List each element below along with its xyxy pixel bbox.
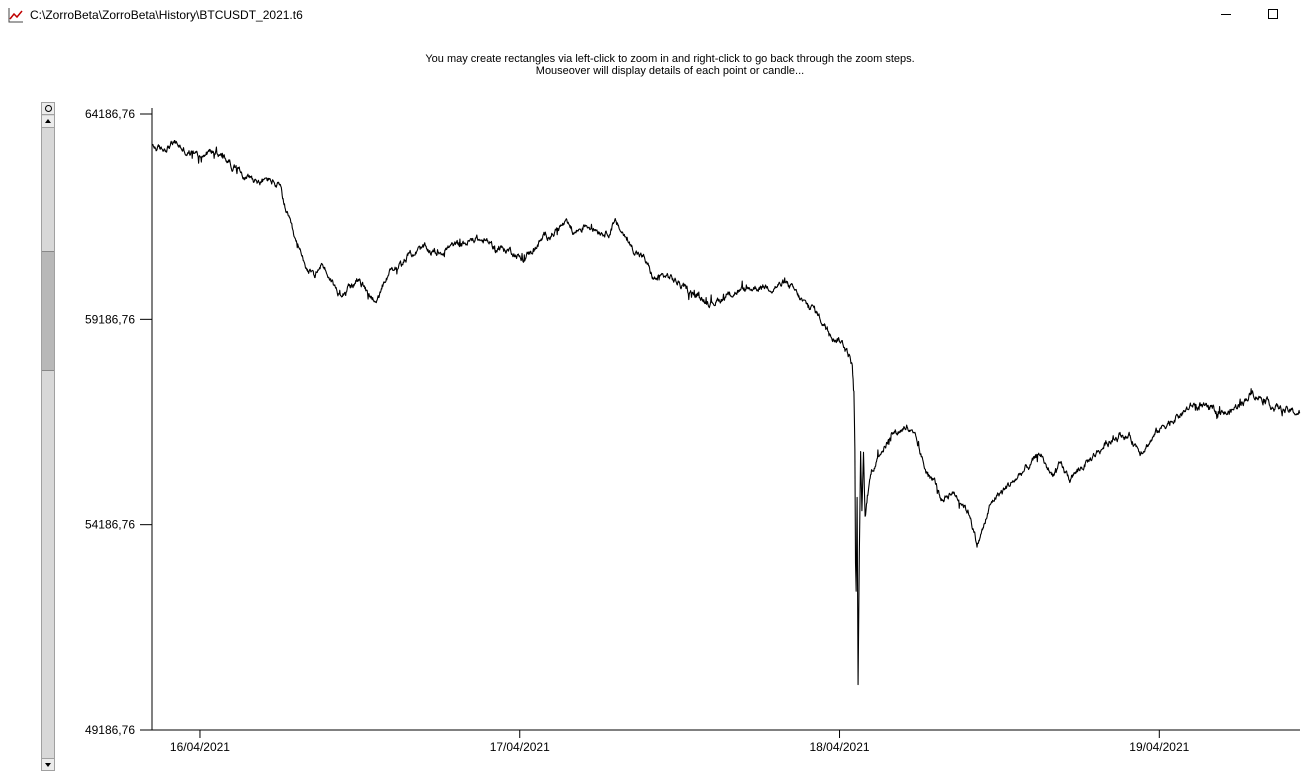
x-tick-label: 18/04/2021 — [809, 740, 869, 754]
mouseover-hint: Mouseover will display details of each p… — [535, 65, 805, 77]
title-bar: C:\ZorroBeta\ZorroBeta\History\BTCUSDT_2… — [0, 0, 1310, 30]
x-tick-label: 16/04/2021 — [170, 740, 230, 754]
zoom-hint: You may create rectangles via left-click… — [425, 53, 915, 65]
x-tick-label: 19/04/2021 — [1129, 740, 1189, 754]
vertical-scrollbar[interactable] — [41, 102, 55, 771]
x-tick-label: 17/04/2021 — [490, 740, 550, 754]
y-tick-label: 54186,76 — [85, 518, 135, 532]
y-tick-label: 59186,76 — [85, 312, 135, 326]
scroll-down-button[interactable] — [42, 758, 54, 770]
scroll-thumb[interactable] — [42, 251, 54, 371]
maximize-button[interactable] — [1260, 0, 1286, 30]
scroll-settings-icon[interactable] — [42, 103, 54, 115]
price-series-line — [151, 140, 1301, 686]
minimize-button[interactable] — [1214, 0, 1240, 30]
y-tick-label: 64186,76 — [85, 107, 135, 121]
line-chart-icon — [8, 8, 23, 23]
scroll-up-button[interactable] — [42, 116, 54, 128]
window-title: C:\ZorroBeta\ZorroBeta\History\BTCUSDT_2… — [30, 8, 303, 22]
y-tick-label: 49186,76 — [85, 723, 135, 737]
